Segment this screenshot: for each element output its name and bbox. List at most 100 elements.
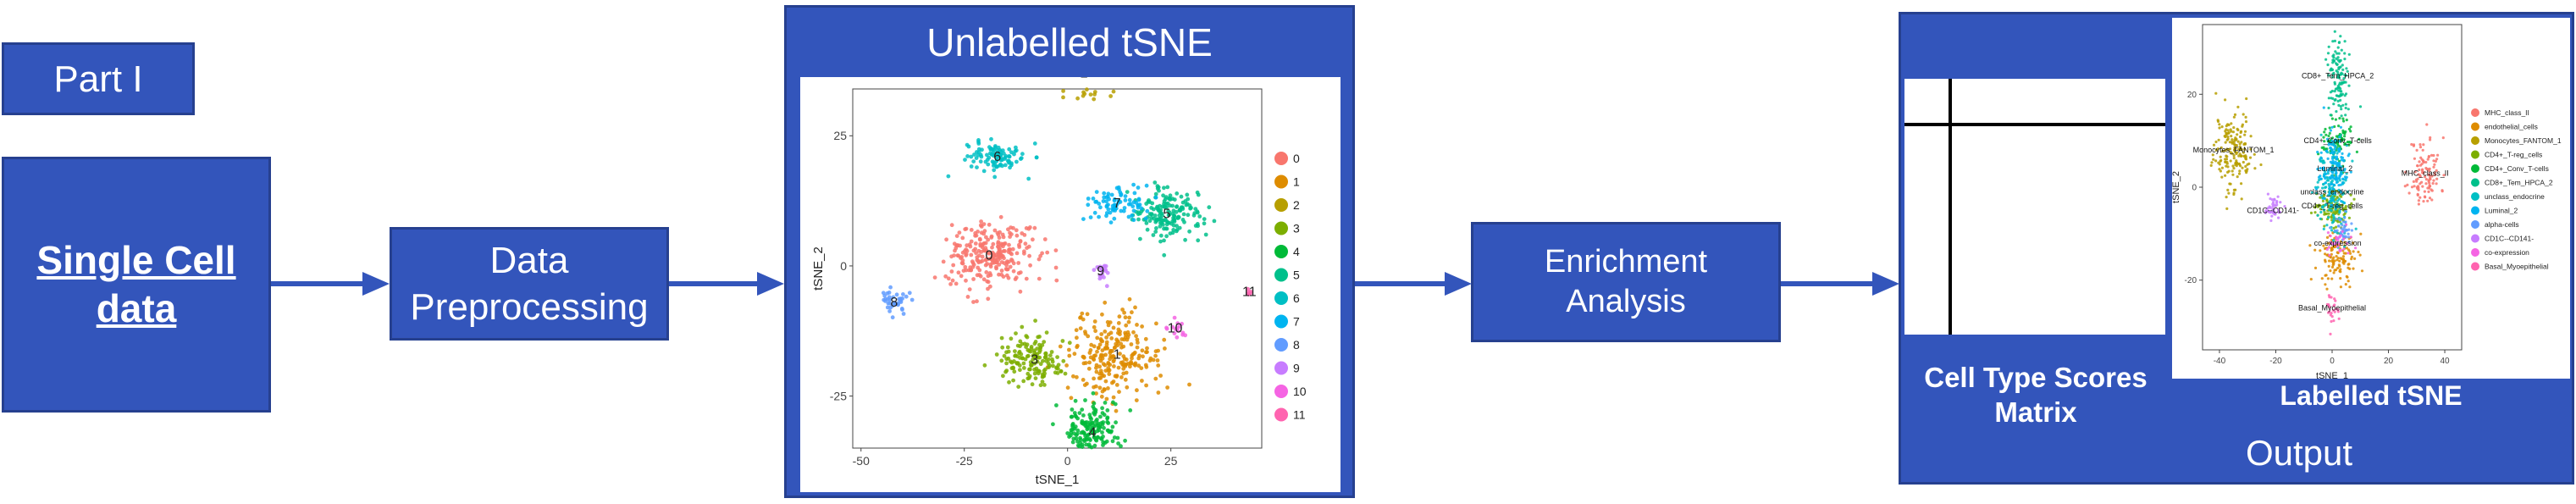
data-point — [1087, 424, 1092, 428]
data-point — [2343, 94, 2347, 97]
data-point — [1042, 368, 1047, 374]
data-point — [2244, 115, 2247, 119]
data-point — [2308, 244, 2312, 247]
arrow-preprocessing-to-unlabelled — [669, 272, 784, 296]
data-point — [2324, 283, 2327, 286]
data-point — [2264, 209, 2268, 213]
data-point — [1136, 203, 1141, 208]
data-point — [2343, 40, 2347, 43]
data-point — [1067, 347, 1071, 352]
data-point — [1093, 329, 1097, 334]
data-point — [1093, 200, 1098, 204]
data-point — [883, 299, 887, 303]
data-point — [2429, 136, 2432, 140]
data-point — [1128, 408, 1133, 413]
data-point — [2212, 143, 2216, 147]
data-point — [2235, 151, 2239, 154]
legend-swatch — [1274, 268, 1288, 282]
point-label: unclass_endocrine — [2300, 187, 2363, 196]
data-point — [1108, 210, 1113, 215]
data-point — [998, 147, 1003, 152]
data-point — [1158, 239, 1163, 244]
data-point — [2354, 246, 2358, 250]
data-point — [2320, 194, 2324, 197]
data-point — [993, 144, 998, 148]
matrix-grid — [1904, 79, 2165, 335]
y-axis-label: tSNE_2 — [811, 246, 826, 291]
data-point — [2336, 220, 2340, 224]
data-point — [1170, 230, 1175, 235]
data-point — [2421, 185, 2424, 188]
data-point — [2428, 186, 2431, 190]
data-point — [1187, 382, 1191, 387]
data-point — [948, 282, 953, 286]
unlabelled-tsne-chart: 01234567891011-50-25025250-25tSNE_1tSNE_… — [811, 67, 1307, 487]
legend-swatch — [2471, 262, 2479, 271]
data-point — [2441, 136, 2445, 140]
data-point — [2333, 39, 2336, 42]
data-point — [2331, 73, 2335, 76]
data-point — [2342, 252, 2346, 255]
data-point — [2322, 208, 2326, 212]
data-point — [2347, 127, 2351, 130]
data-point — [2343, 141, 2347, 146]
cluster-10 — [1164, 315, 1188, 340]
data-point — [2224, 141, 2227, 144]
data-point — [2404, 170, 2407, 174]
data-point — [2338, 159, 2341, 163]
legend-swatch — [2471, 206, 2479, 215]
data-point — [2340, 169, 2343, 173]
data-point — [1094, 365, 1098, 370]
data-point — [1145, 346, 1149, 351]
data-point — [983, 241, 988, 246]
data-point — [2231, 138, 2234, 141]
data-point — [2232, 126, 2236, 130]
data-point — [2217, 138, 2220, 141]
data-point — [1051, 422, 1055, 427]
data-point — [2324, 181, 2327, 185]
data-point — [2347, 263, 2351, 266]
data-point — [1071, 436, 1076, 441]
data-point — [2340, 71, 2343, 75]
data-point — [2337, 52, 2341, 55]
data-point — [2266, 192, 2269, 196]
data-point — [1115, 435, 1120, 440]
data-point — [2347, 280, 2350, 283]
data-point — [1092, 443, 1097, 448]
data-point — [2325, 224, 2329, 227]
data-point — [2330, 136, 2335, 140]
data-point — [1119, 444, 1123, 449]
data-point — [959, 255, 965, 259]
data-point — [2237, 162, 2241, 165]
data-point — [1158, 224, 1163, 229]
data-point — [890, 315, 895, 320]
data-point — [2324, 260, 2327, 263]
x-tick-label: 0 — [1064, 454, 1071, 468]
data-point — [2224, 98, 2227, 102]
data-point — [1073, 424, 1078, 429]
data-point — [1108, 220, 1114, 224]
data-point — [2243, 130, 2247, 133]
data-point — [977, 273, 981, 277]
data-point — [1105, 346, 1110, 351]
data-point — [2436, 153, 2440, 157]
data-point — [2249, 135, 2253, 138]
data-point — [1092, 90, 1097, 94]
data-point — [998, 253, 1003, 258]
data-point — [973, 233, 977, 238]
data-point — [2232, 157, 2236, 160]
data-point — [2345, 274, 2348, 278]
data-point — [2316, 168, 2319, 171]
data-point — [969, 154, 974, 159]
data-point — [1167, 197, 1172, 201]
data-point — [2334, 178, 2337, 181]
data-point — [1091, 197, 1096, 201]
data-point — [950, 278, 955, 283]
data-point — [2339, 58, 2342, 62]
data-point — [1009, 336, 1014, 341]
part-label-text: Part I — [53, 58, 143, 100]
data-point — [1042, 383, 1047, 387]
data-point — [2347, 240, 2351, 244]
data-point — [1003, 163, 1008, 168]
data-point — [980, 245, 985, 250]
